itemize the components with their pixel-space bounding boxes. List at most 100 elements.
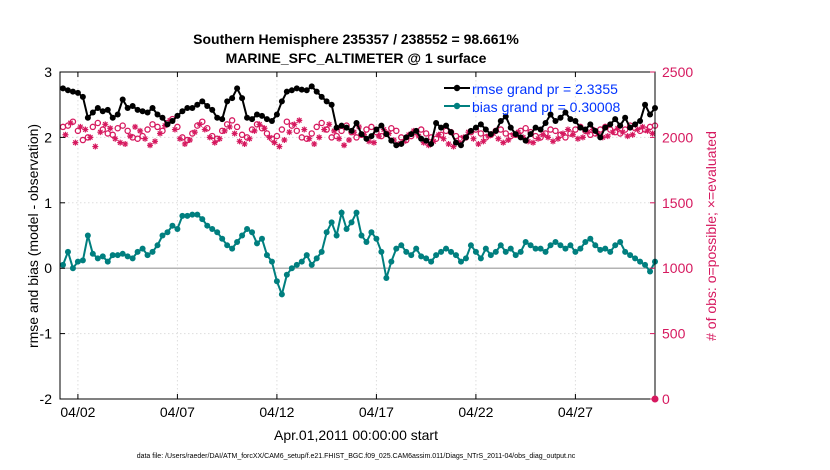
bias-point [353, 209, 360, 216]
rmse-point [597, 134, 604, 141]
rmse-point [219, 116, 226, 123]
rmse-point [398, 140, 405, 147]
series-layer [59, 83, 658, 298]
rmse-point [214, 114, 221, 121]
bias-point [587, 235, 594, 242]
rmse-point [64, 87, 71, 94]
bias-point [154, 242, 161, 249]
bias-point [557, 242, 564, 249]
rmse-point [577, 124, 584, 131]
bias-point [562, 245, 569, 252]
bias-point [512, 252, 519, 259]
obs-evaluated-marker [87, 134, 94, 141]
rmse-point [373, 126, 380, 133]
rmse-point [472, 124, 479, 131]
obs-evaluated-marker [495, 135, 502, 142]
bias-point [378, 248, 385, 255]
obs-evaluated-marker [281, 137, 288, 144]
obs-evaluated-marker [261, 125, 268, 132]
bias-point [59, 261, 66, 268]
obs-possible-marker [552, 127, 559, 135]
y-tick-label-left: -1 [40, 326, 53, 342]
obs-possible-marker [119, 122, 126, 129]
bias-point [109, 252, 116, 259]
rmse-point [224, 98, 231, 105]
rmse-point [343, 124, 350, 131]
bias-point [383, 275, 390, 282]
rmse-point [318, 93, 325, 100]
bias-point [517, 248, 524, 255]
obs-evaluated-marker [485, 133, 492, 140]
bias-point [462, 255, 469, 262]
bias-point [283, 271, 290, 278]
rmse-point [522, 137, 529, 144]
bias-point [597, 246, 604, 253]
obs-evaluated-marker [137, 127, 144, 134]
bias-point [129, 255, 136, 262]
bias-point [64, 248, 71, 255]
rmse-point [134, 106, 141, 113]
rmse-point [637, 118, 644, 125]
bias-point [328, 219, 335, 226]
rmse-point [293, 85, 300, 92]
bias-point [323, 229, 330, 236]
bias-point [69, 265, 76, 272]
axis-layer: 04/02 04/07 04/12 04/17 04/22 04/27 -2 -1 0 1 2 3 0 5… [40, 64, 694, 420]
rmse-point [268, 118, 275, 125]
rmse-point [552, 118, 559, 125]
chart-subtitle: MARINE_SFC_ALTIMETER @ 1 surface [226, 50, 487, 66]
bias-point [268, 258, 275, 265]
obs-possible-marker [393, 127, 400, 135]
obs-possible-marker [228, 117, 236, 124]
bias-point [139, 245, 146, 252]
bias-point [388, 258, 395, 265]
rmse-point [582, 126, 589, 133]
obs-evaluated-marker [152, 138, 159, 145]
rmse-point [448, 129, 455, 136]
bias-point [622, 248, 629, 255]
bias-point [607, 248, 614, 255]
bias-point [278, 291, 285, 298]
rmse-point [204, 103, 211, 110]
obs-evaluated-marker [365, 138, 372, 145]
rmse-point [244, 114, 251, 121]
bias-point [119, 250, 126, 257]
bias-point [169, 222, 176, 229]
rmse-point [348, 127, 355, 134]
bias-point [413, 245, 420, 252]
rmse-point [587, 121, 594, 128]
bias-point [522, 239, 529, 246]
rmse-point [194, 101, 201, 108]
rmse-point [497, 118, 504, 125]
rmse-point [423, 137, 430, 144]
rmse-point [89, 109, 96, 116]
x-tick-label: 04/02 [60, 404, 95, 420]
bias-point [363, 239, 370, 246]
obs-evaluated-marker [92, 143, 99, 150]
bias-point [288, 265, 295, 272]
obs-possible-marker [422, 130, 430, 137]
rmse-point [562, 109, 569, 116]
bias-point [194, 211, 201, 218]
obs-evaluated-marker [505, 137, 512, 144]
obs-possible-marker [278, 126, 286, 133]
rmse-point [303, 87, 310, 94]
obs-evaluated-marker [236, 138, 243, 145]
bias-point [224, 242, 231, 249]
obs-evaluated-marker [341, 142, 348, 149]
rmse-point [408, 131, 415, 138]
bias-point [114, 252, 121, 259]
bias-point [448, 248, 455, 255]
obs-possible-marker [368, 123, 375, 131]
rmse-point [144, 109, 151, 116]
obs-evaluated-marker [122, 140, 129, 147]
chart-title: Southern Hemisphere 235357 / 238552 = 98… [193, 31, 519, 47]
obs-evaluated-marker [579, 134, 586, 141]
rmse-point [199, 98, 206, 105]
obs-evaluated-marker [176, 135, 183, 142]
rmse-point [79, 93, 86, 100]
bias-point [457, 258, 464, 265]
obs-possible-marker [74, 127, 82, 135]
obs-possible-marker [154, 123, 161, 131]
rmse-point [124, 104, 131, 111]
